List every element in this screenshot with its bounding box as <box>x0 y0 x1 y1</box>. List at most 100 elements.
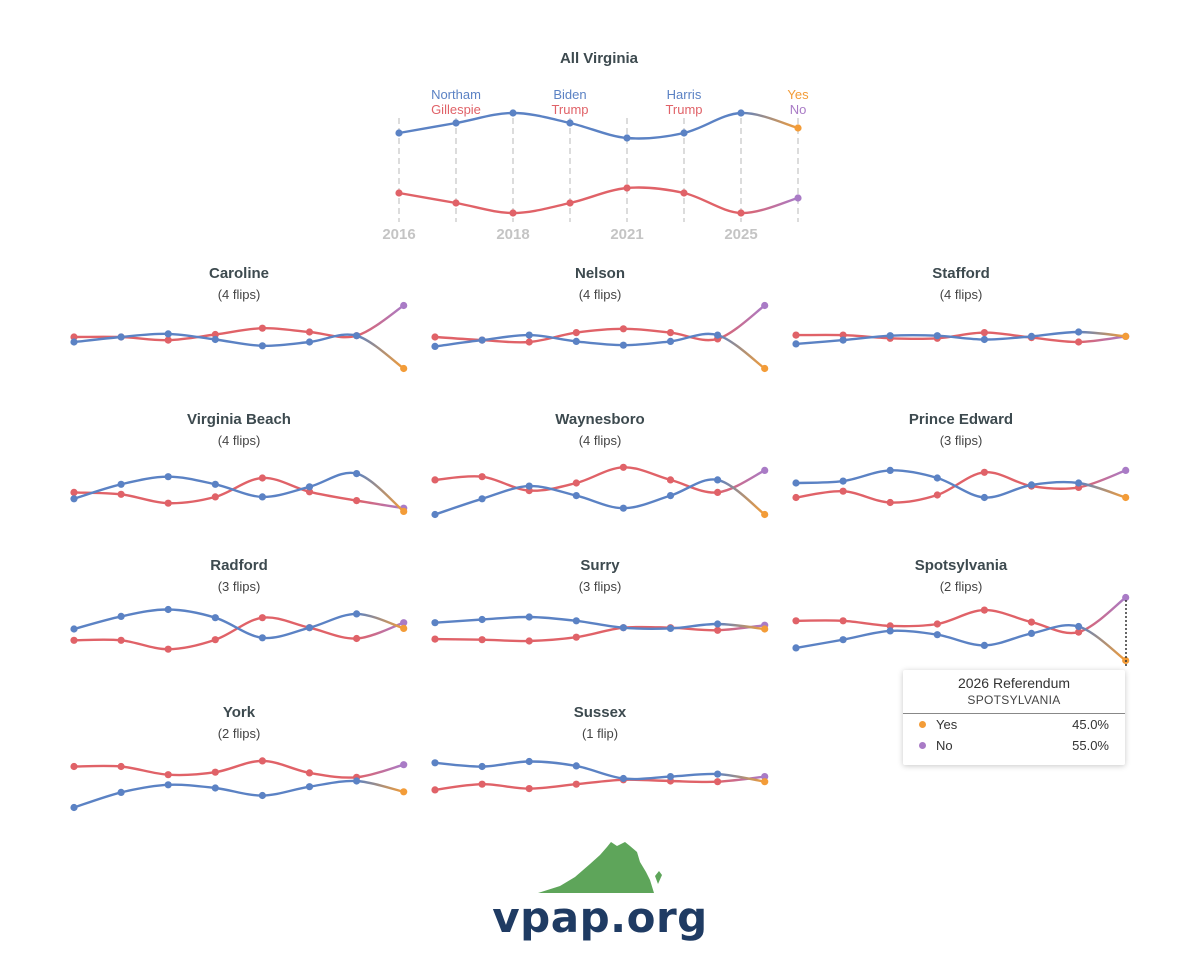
county-blue-point[interactable] <box>431 619 439 627</box>
county-blue-point[interactable] <box>400 624 408 633</box>
county-blue-point[interactable] <box>117 612 125 621</box>
county-red-point[interactable] <box>431 635 439 643</box>
county-red-point[interactable] <box>525 637 533 645</box>
county-blue-point[interactable] <box>211 614 219 622</box>
county-blue-point[interactable] <box>666 337 675 345</box>
county-blue-point[interactable] <box>1122 332 1130 340</box>
county-red-point[interactable] <box>400 301 408 310</box>
county-red-point[interactable] <box>117 636 125 644</box>
county-red-point[interactable] <box>117 762 125 771</box>
county-blue-point[interactable] <box>70 803 78 812</box>
county-blue-point[interactable] <box>305 624 314 632</box>
county-blue-point[interactable] <box>400 507 408 515</box>
county-red-point[interactable] <box>1027 618 1036 626</box>
county-red-point[interactable] <box>980 329 989 337</box>
county-red-point[interactable] <box>258 474 266 482</box>
county-red-point[interactable] <box>839 617 847 625</box>
county-blue-point[interactable] <box>525 757 533 766</box>
county-red-point[interactable] <box>666 329 675 337</box>
county-blue-point[interactable] <box>619 504 628 512</box>
county-blue-point[interactable] <box>164 781 172 789</box>
county-red-point[interactable] <box>980 606 989 614</box>
county-blue-point[interactable] <box>619 341 628 349</box>
county-red-point[interactable] <box>164 645 172 653</box>
overview-red-point[interactable] <box>623 184 631 192</box>
county-blue-point[interactable] <box>886 332 894 340</box>
county-red-point[interactable] <box>70 762 78 771</box>
county-red-point[interactable] <box>400 761 408 769</box>
overview-blue-point[interactable] <box>623 134 631 142</box>
county-blue-point[interactable] <box>980 493 989 502</box>
county-blue-point[interactable] <box>305 338 314 346</box>
county-blue-point[interactable] <box>1075 622 1083 631</box>
county-blue-point[interactable] <box>933 332 941 340</box>
county-red-point[interactable] <box>431 333 439 341</box>
county-red-point[interactable] <box>478 636 486 644</box>
overview-red-point[interactable] <box>737 209 745 217</box>
county-blue-point[interactable] <box>258 634 266 642</box>
county-blue-point[interactable] <box>258 493 266 501</box>
county-red-point[interactable] <box>117 490 125 498</box>
county-blue-point[interactable] <box>164 330 172 338</box>
county-red-point[interactable] <box>714 488 722 496</box>
county-blue-point[interactable] <box>70 625 78 633</box>
overview-blue-point[interactable] <box>509 109 517 117</box>
county-red-point[interactable] <box>70 333 78 341</box>
county-red-point[interactable] <box>619 325 628 333</box>
county-blue-point[interactable] <box>1122 493 1130 502</box>
county-blue-point[interactable] <box>886 627 894 635</box>
logo-text[interactable]: vpap.org <box>492 893 708 942</box>
county-blue-point[interactable] <box>619 774 628 783</box>
county-red-point[interactable] <box>525 338 533 346</box>
county-blue-point[interactable] <box>839 636 847 644</box>
overview-red-point[interactable] <box>452 199 460 207</box>
county-blue-point[interactable] <box>353 470 361 478</box>
county-blue-point[interactable] <box>400 788 408 796</box>
county-blue-point[interactable] <box>572 337 580 345</box>
county-blue-point[interactable] <box>1027 629 1036 638</box>
county-blue-point[interactable] <box>839 336 847 344</box>
county-blue-point[interactable] <box>305 783 314 791</box>
county-blue-point[interactable] <box>258 342 266 350</box>
county-blue-point[interactable] <box>1027 481 1036 489</box>
county-blue-point[interactable] <box>117 333 125 341</box>
county-blue-point[interactable] <box>792 479 800 487</box>
county-red-point[interactable] <box>572 633 580 641</box>
overview-red-point[interactable] <box>566 199 574 207</box>
county-red-point[interactable] <box>431 476 439 484</box>
county-blue-point[interactable] <box>572 762 580 770</box>
county-blue-point[interactable] <box>117 788 125 797</box>
county-blue-point[interactable] <box>572 617 580 625</box>
county-red-point[interactable] <box>933 620 941 628</box>
county-red-point[interactable] <box>792 617 800 625</box>
county-red-point[interactable] <box>1075 338 1083 346</box>
county-red-point[interactable] <box>1122 466 1130 474</box>
county-red-point[interactable] <box>400 619 408 627</box>
county-red-point[interactable] <box>211 636 219 644</box>
county-red-point[interactable] <box>70 636 78 644</box>
overview-blue-point[interactable] <box>452 119 460 127</box>
county-red-point[interactable] <box>1075 628 1083 636</box>
overview-red-point[interactable] <box>794 194 802 202</box>
county-blue-point[interactable] <box>353 777 361 785</box>
county-blue-point[interactable] <box>117 480 125 488</box>
county-blue-point[interactable] <box>70 495 78 503</box>
county-red-point[interactable] <box>839 331 847 339</box>
overview-blue-point[interactable] <box>737 109 745 117</box>
county-blue-point[interactable] <box>886 466 894 474</box>
county-blue-point[interactable] <box>666 773 675 781</box>
county-red-point[interactable] <box>305 488 314 496</box>
overview-blue-point[interactable] <box>566 119 574 127</box>
county-red-point[interactable] <box>305 328 314 336</box>
county-blue-point[interactable] <box>666 492 675 500</box>
county-red-point[interactable] <box>164 336 172 344</box>
county-red-point[interactable] <box>431 786 439 794</box>
county-blue-point[interactable] <box>792 340 800 348</box>
county-blue-point[interactable] <box>211 784 219 792</box>
county-red-point[interactable] <box>1122 593 1130 602</box>
overview-blue-point[interactable] <box>395 129 403 137</box>
county-red-point[interactable] <box>619 463 628 471</box>
county-red-point[interactable] <box>258 324 266 332</box>
county-red-point[interactable] <box>305 769 314 777</box>
county-blue-point[interactable] <box>305 483 314 491</box>
